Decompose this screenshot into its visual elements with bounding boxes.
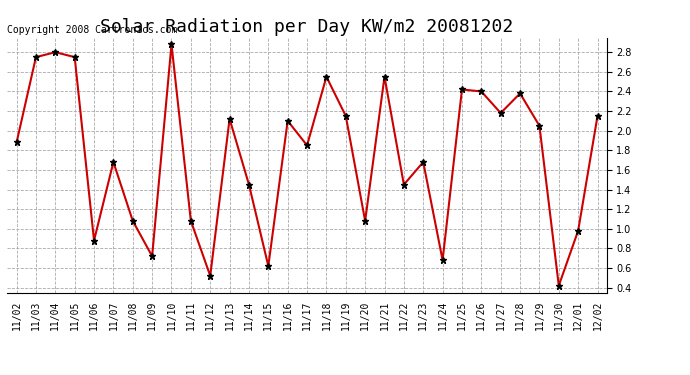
Text: Copyright 2008 Cartronics.com: Copyright 2008 Cartronics.com <box>7 25 177 35</box>
Title: Solar Radiation per Day KW/m2 20081202: Solar Radiation per Day KW/m2 20081202 <box>101 18 513 36</box>
